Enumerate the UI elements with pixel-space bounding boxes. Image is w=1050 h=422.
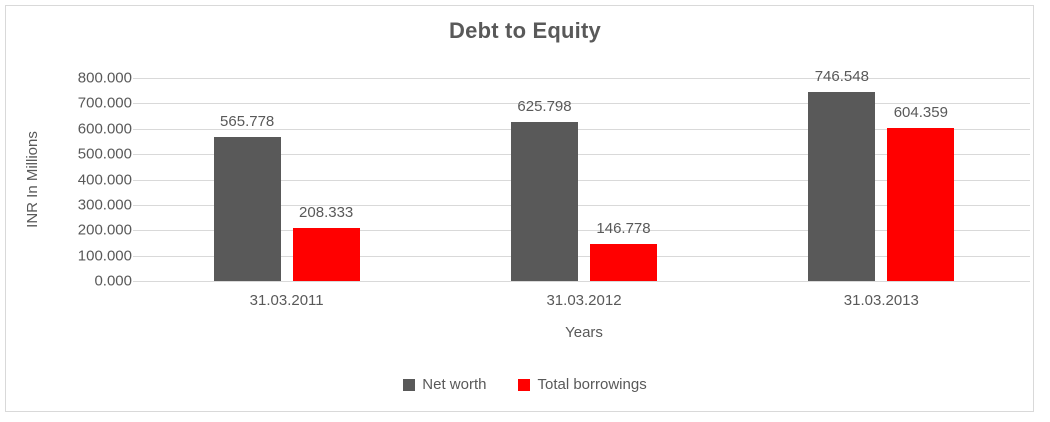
y-axis-title: INR In Millions (24, 131, 41, 228)
bar-total-borrowings[interactable] (887, 127, 955, 281)
y-axis-tick-label: 600.000 (77, 120, 132, 138)
legend-swatch-icon (518, 378, 531, 391)
y-axis-tick-mark (133, 255, 138, 257)
legend-label: Net worth (422, 376, 487, 393)
bar-net-worth[interactable] (808, 91, 876, 281)
x-axis-title: Years (565, 324, 603, 341)
chart-legend: Net worth Total borrowings (0, 376, 1050, 393)
bar-total-borrowings[interactable] (590, 243, 657, 281)
y-axis-tick-label: 400.000 (77, 171, 132, 188)
gridline (138, 103, 1030, 105)
chart-title: Debt to Equity (449, 18, 601, 43)
bar-value-label: 565.778 (220, 113, 275, 131)
legend-item[interactable]: Total borrowings (518, 376, 647, 393)
y-axis-tick-mark (133, 281, 138, 282)
y-axis-tick-label: 800.000 (77, 69, 132, 87)
bar-value-label: 208.333 (299, 204, 354, 222)
y-axis-tick-mark (133, 128, 138, 130)
bar-net-worth[interactable] (511, 122, 578, 281)
y-axis-tick-mark (133, 230, 138, 232)
gridline (138, 179, 1030, 181)
gridline (138, 78, 1030, 79)
y-axis-tick-mark (133, 78, 138, 79)
legend-swatch-icon (403, 378, 416, 391)
gridline (138, 230, 1030, 232)
y-axis-tick-labels: 0.000 100.000 200.000 300.000 400.000 500.000… (46, 71, 132, 289)
y-axis-tick-label: 300.000 (77, 196, 132, 214)
bar-value-label: 146.778 (596, 219, 651, 237)
bar-net-worth[interactable] (213, 137, 281, 281)
y-axis-tick-mark (133, 204, 138, 206)
legend-item[interactable]: Net worth (403, 376, 486, 393)
y-axis-tick-label: 0.000 (94, 272, 132, 290)
y-axis-tick-label: 200.000 (77, 221, 132, 239)
gridline (138, 204, 1030, 206)
bar-value-label: 604.359 (893, 103, 948, 121)
gridline (138, 128, 1030, 130)
y-axis-tick-mark (133, 179, 138, 181)
gridline (138, 281, 1030, 282)
gridline (138, 154, 1030, 156)
x-axis-tick-label: 31.03.2013 (843, 292, 919, 309)
x-axis-tick-label: 31.03.2011 (249, 292, 324, 309)
bar-value-label: 746.548 (814, 67, 869, 85)
bar-value-label: 625.798 (517, 98, 572, 116)
bar-total-borrowings[interactable] (292, 228, 360, 281)
gridline (138, 255, 1030, 257)
x-axis-tick-labels: 31.03.2011 31.03.2012 31.03.2013 (138, 292, 1030, 314)
legend-label: Total borrowings (537, 376, 647, 393)
y-axis-tick-mark (133, 103, 138, 105)
y-axis-tick-label: 500.000 (77, 145, 132, 163)
x-axis-tick-label: 31.03.2012 (546, 292, 622, 309)
plot-area: 565.778 208.333 625.798 146.778 746.548 604.3… (133, 68, 1030, 282)
y-axis-tick-mark (133, 154, 138, 156)
y-axis-tick-label: 700.000 (77, 94, 132, 112)
y-axis-tick-label: 100.000 (77, 247, 132, 265)
